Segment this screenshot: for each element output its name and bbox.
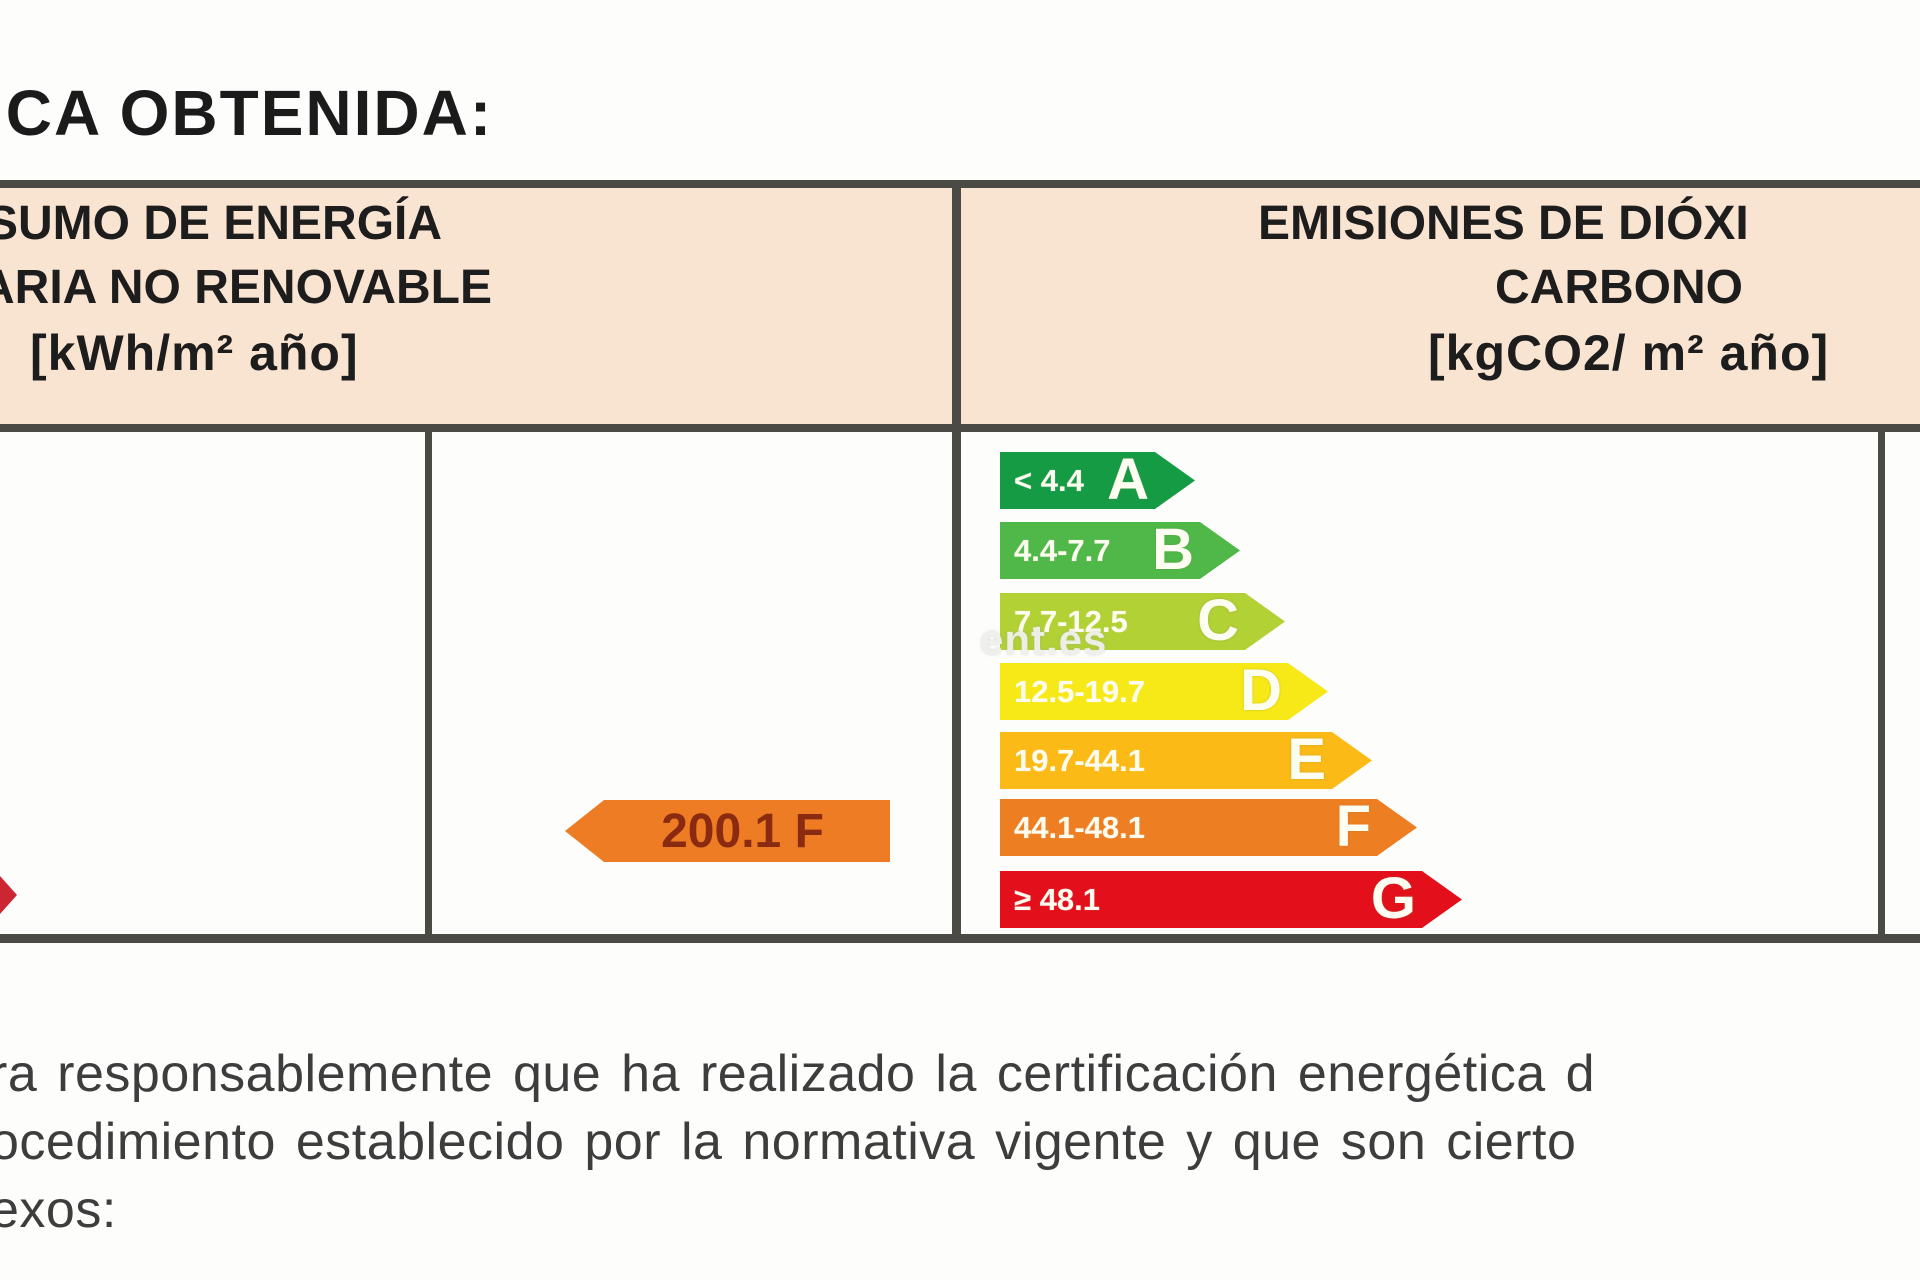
emission-scale-row-f: 44.1-48.1 F <box>1000 799 1417 856</box>
column-divider-right <box>1878 432 1885 934</box>
left-header-units: [kWh/m² año] <box>30 325 359 381</box>
emission-letter: D <box>1240 657 1282 723</box>
footer-text-line3: exos: <box>0 1181 117 1239</box>
rating-arrow: 200.1 F <box>565 800 890 862</box>
emission-letter: G <box>1370 865 1416 931</box>
page-title: ICA OBTENIDA: <box>0 77 494 149</box>
emission-scale-row-g: ≥ 48.1 G <box>1000 871 1462 928</box>
emission-letter: B <box>1152 516 1194 582</box>
footer-text-line1: ra responsablemente que ha realizado la … <box>0 1045 1596 1103</box>
table-top-border <box>0 180 1920 188</box>
footer-text-line2: ocedimiento establecido por la normativa… <box>0 1113 1577 1171</box>
rating-arrow-label: 200.1 F <box>661 804 824 858</box>
emission-range-label: ≥ 48.1 <box>1014 881 1100 917</box>
emission-letter: F <box>1335 793 1371 859</box>
table-bottom-border <box>0 934 1920 943</box>
emission-scale-row-d: 12.5-19.7 D <box>1000 663 1328 720</box>
emission-scale-row-b: 4.4-7.7 B <box>1000 522 1240 579</box>
emission-letter: A <box>1107 446 1149 512</box>
emission-range-label: 12.5-19.7 <box>1014 673 1145 709</box>
emission-range-label: 44.1-48.1 <box>1014 809 1145 845</box>
cropped-scale-arrow-fragment <box>0 876 17 914</box>
emission-scale-row-a: < 4.4 A <box>1000 452 1195 509</box>
emission-scale-row-e: 19.7-44.1 E <box>1000 732 1372 789</box>
column-divider-center <box>952 188 961 943</box>
emission-range-label: 19.7-44.1 <box>1014 742 1145 778</box>
watermark: ent.es <box>980 616 1108 663</box>
right-header-line2: CARBONO <box>1495 261 1743 314</box>
right-header-units: [kgCO2/ m² año] <box>1428 325 1830 381</box>
emission-range-label: 4.4-7.7 <box>1014 532 1111 568</box>
emission-scale-row-c: 7.7-12.5 C <box>1000 593 1285 650</box>
right-header-line1: EMISIONES DE DIÓXI <box>1258 197 1749 250</box>
emission-range-label: < 4.4 <box>1014 462 1084 498</box>
emission-range-label: 7.7-12.5 <box>1014 603 1128 639</box>
left-header-line2: ARIA NO RENOVABLE <box>0 261 493 314</box>
column-divider-left <box>425 432 432 934</box>
emission-letter: C <box>1197 587 1239 653</box>
emission-letter: E <box>1287 726 1326 792</box>
left-header-line1: SUMO DE ENERGÍA <box>0 197 443 250</box>
